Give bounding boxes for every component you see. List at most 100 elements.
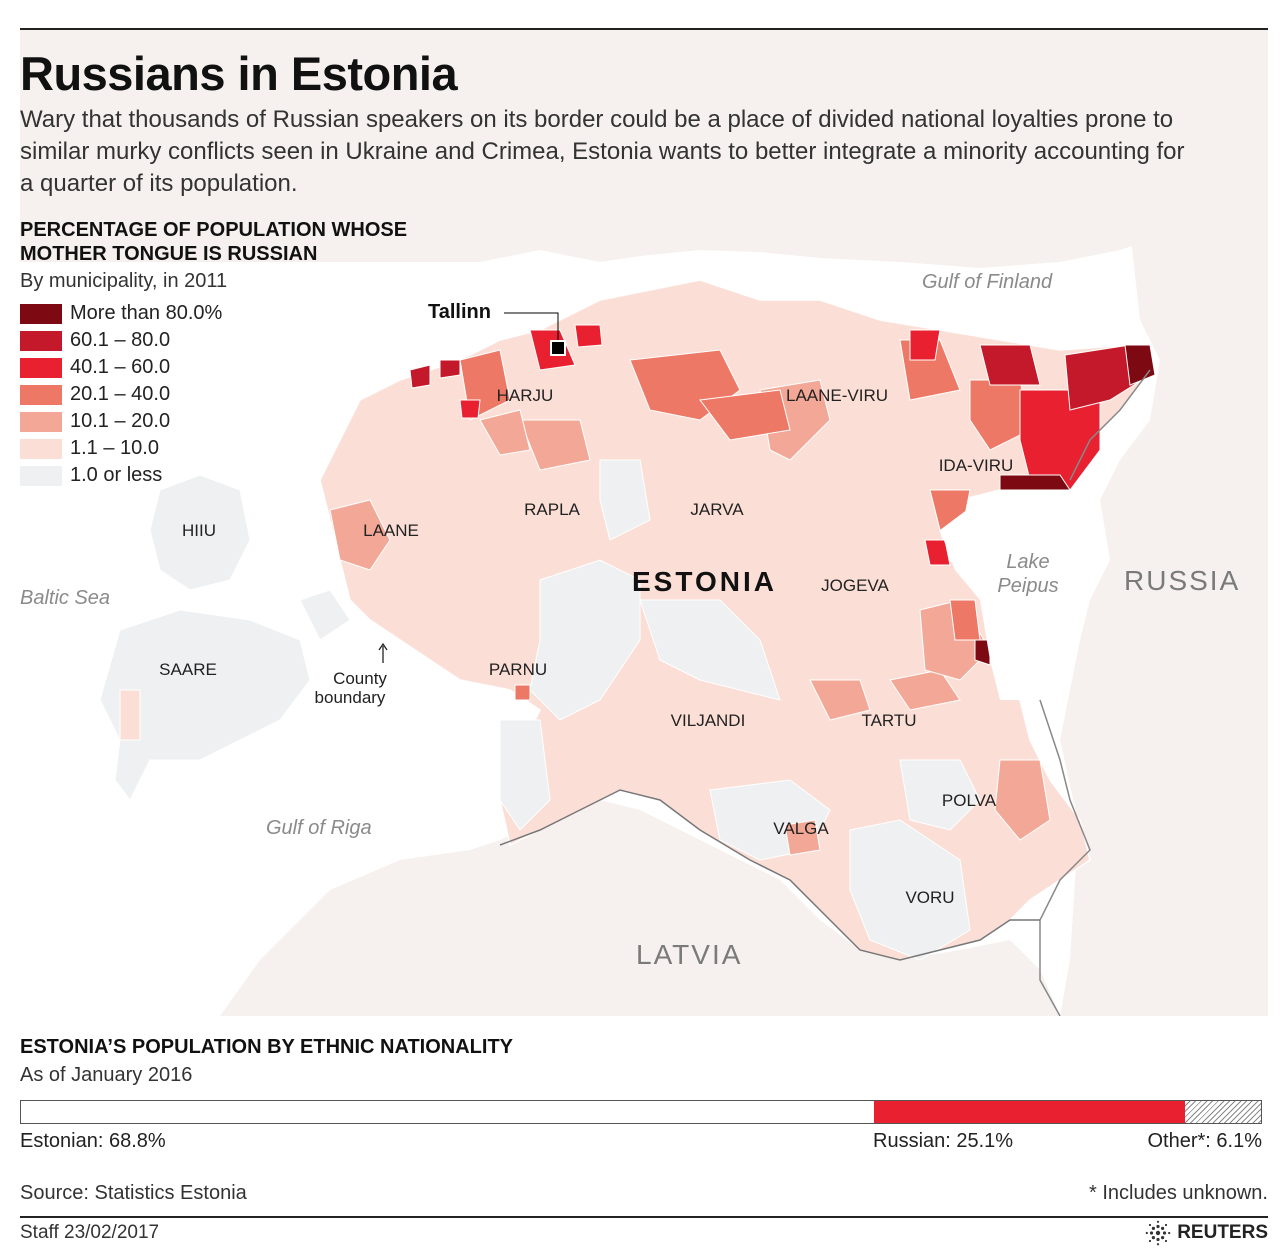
- region-20-40-g: [949, 599, 981, 641]
- legend: More than 80.0% 60.1 – 80.0 40.1 – 60.0 …: [20, 300, 222, 489]
- region-low-7: [499, 719, 551, 831]
- byline-date: Staff 23/02/2017: [20, 1222, 160, 1243]
- legend-item: 40.1 – 60.0: [20, 354, 222, 381]
- estonia-latvia-border: [499, 789, 1040, 961]
- legend-item: 60.1 – 80.0: [20, 327, 222, 354]
- county-label-rapla: RAPLA: [524, 500, 580, 519]
- legend-item: 1.1 – 10.0: [20, 435, 222, 462]
- population-stacked-bar: [20, 1100, 1262, 1124]
- legend-label: 40.1 – 60.0: [70, 356, 171, 378]
- legend-label: 1.0 or less: [70, 464, 163, 486]
- region-low-6: [899, 759, 981, 831]
- hiiumaa-island: [149, 474, 251, 591]
- legend-label: 20.1 – 40.0: [70, 383, 171, 405]
- region-10-20-i: [479, 409, 531, 456]
- county-label-saare: SAARE: [159, 660, 217, 679]
- county-label-laane: LAANE: [363, 521, 419, 540]
- county-label-laane-viru: LAANE-VIRU: [786, 386, 888, 405]
- region-10-20-e: [889, 669, 961, 711]
- country-label: ESTONIA: [632, 566, 777, 597]
- region-10-20-b: [519, 419, 591, 471]
- brand-name: REUTERS: [1177, 1222, 1268, 1243]
- russia-land: [1060, 210, 1268, 1016]
- annotation-line2: boundary: [315, 688, 386, 707]
- legend-swatch: [20, 438, 62, 459]
- county-label-tartu: TARTU: [861, 711, 916, 730]
- legend-label: 10.1 – 20.0: [70, 410, 171, 432]
- region-low-1: [529, 559, 641, 721]
- bottom-rule: [20, 1216, 1268, 1218]
- region-10-20-g: [994, 759, 1051, 841]
- legend-label: More than 80.0%: [70, 302, 223, 324]
- region-10-20-d: [809, 679, 871, 721]
- legend-label: 1.1 – 10.0: [70, 437, 159, 459]
- bar-label-other: Other*: 6.1%: [1147, 1130, 1262, 1152]
- region-80-plus-b: [1124, 344, 1156, 386]
- bar-label-estonian: Estonian: 68.8%: [20, 1130, 166, 1152]
- legend-swatch: [20, 411, 62, 432]
- tallinn-label: Tallinn: [428, 301, 491, 323]
- county-label-ida-viru: IDA-VIRU: [939, 456, 1014, 475]
- reuters-dot-icon: [1145, 1220, 1171, 1246]
- region-40-60-c: [909, 329, 941, 361]
- gulf-of-finland-label: Gulf of Finland: [922, 271, 1053, 293]
- population-bar-title: ESTONIA’S POPULATION BY ETHNIC NATIONALI…: [20, 1036, 513, 1058]
- bar-segment-other: [1185, 1101, 1261, 1123]
- region-80-plus-c: [974, 639, 991, 666]
- saaremaa-region: [119, 689, 141, 741]
- county-label-hiiu: HIIU: [182, 521, 216, 540]
- lake-label-line1: Lake: [1006, 551, 1049, 573]
- russia-label: RUSSIA: [1124, 565, 1240, 596]
- estonia-russia-border: [1039, 369, 1151, 1016]
- bar-segment-russian: [874, 1101, 1186, 1123]
- tallinn-leader: [504, 312, 559, 340]
- tallinn-marker: [550, 340, 566, 356]
- region-60-80-c: [409, 364, 431, 389]
- region-20-40-h: [514, 684, 531, 701]
- county-label-parnu: PARNU: [489, 660, 547, 679]
- region-60-80-b: [979, 344, 1041, 386]
- region-10-20-h: [784, 819, 821, 856]
- legend-swatch: [20, 330, 62, 351]
- estonia-map: Tallinn ESTONIA RUSSIA LATVIA Gulf of Fi…: [20, 30, 1268, 1016]
- footnote: * Includes unknown.: [1088, 1182, 1268, 1204]
- county-label-voru: VORU: [905, 888, 954, 907]
- top-rule: [20, 28, 1268, 30]
- reuters-logo: REUTERS: [1145, 1220, 1268, 1246]
- county-label-polva: POLVA: [942, 791, 997, 810]
- legend-label: 60.1 – 80.0: [70, 329, 171, 351]
- legend-item: 20.1 – 40.0: [20, 381, 222, 408]
- legend-swatch: [20, 357, 62, 378]
- bar-segment-estonian: [21, 1101, 875, 1123]
- source-note: Source: Statistics Estonia: [20, 1182, 247, 1204]
- finland-land: [20, 30, 1268, 268]
- legend-subtitle: By municipality, in 2011: [20, 270, 228, 292]
- legend-item: More than 80.0%: [20, 300, 222, 327]
- region-low-5: [849, 819, 971, 961]
- region-60-80-d: [439, 359, 461, 379]
- region-low-2: [599, 459, 651, 541]
- region-40-60-e: [459, 399, 481, 419]
- legend-title: PERCENTAGE OF POPULATION WHOSE MOTHER TO…: [20, 219, 408, 265]
- county-label-jarva: JARVA: [690, 500, 744, 519]
- region-40-60-d: [924, 539, 951, 566]
- page-title: Russians in Estonia: [20, 47, 458, 100]
- muhu-island: [299, 589, 351, 641]
- legend-swatch: [20, 303, 62, 324]
- county-label-jogeva: JOGEVA: [821, 576, 889, 595]
- legend-item: 1.0 or less: [20, 462, 222, 489]
- intro-text: Wary that thousands of Russian speakers …: [20, 106, 1185, 197]
- gulf-of-riga-label: Gulf of Riga: [266, 817, 372, 839]
- county-label-harju: HARJU: [497, 386, 554, 405]
- region-40-60-f: [574, 324, 603, 348]
- legend-swatch: [20, 384, 62, 405]
- baltic-sea-label: Baltic Sea: [20, 587, 110, 609]
- region-10-20-a: [329, 499, 391, 571]
- county-boundary-arrowhead: [378, 642, 388, 651]
- latvia-label: LATVIA: [636, 939, 742, 970]
- annotation-line1: County: [333, 669, 387, 688]
- region-low-3: [639, 599, 781, 701]
- county-label-viljandi: VILJANDI: [671, 711, 746, 730]
- county-label-valga: VALGA: [773, 819, 829, 838]
- saaremaa-island: [99, 609, 311, 801]
